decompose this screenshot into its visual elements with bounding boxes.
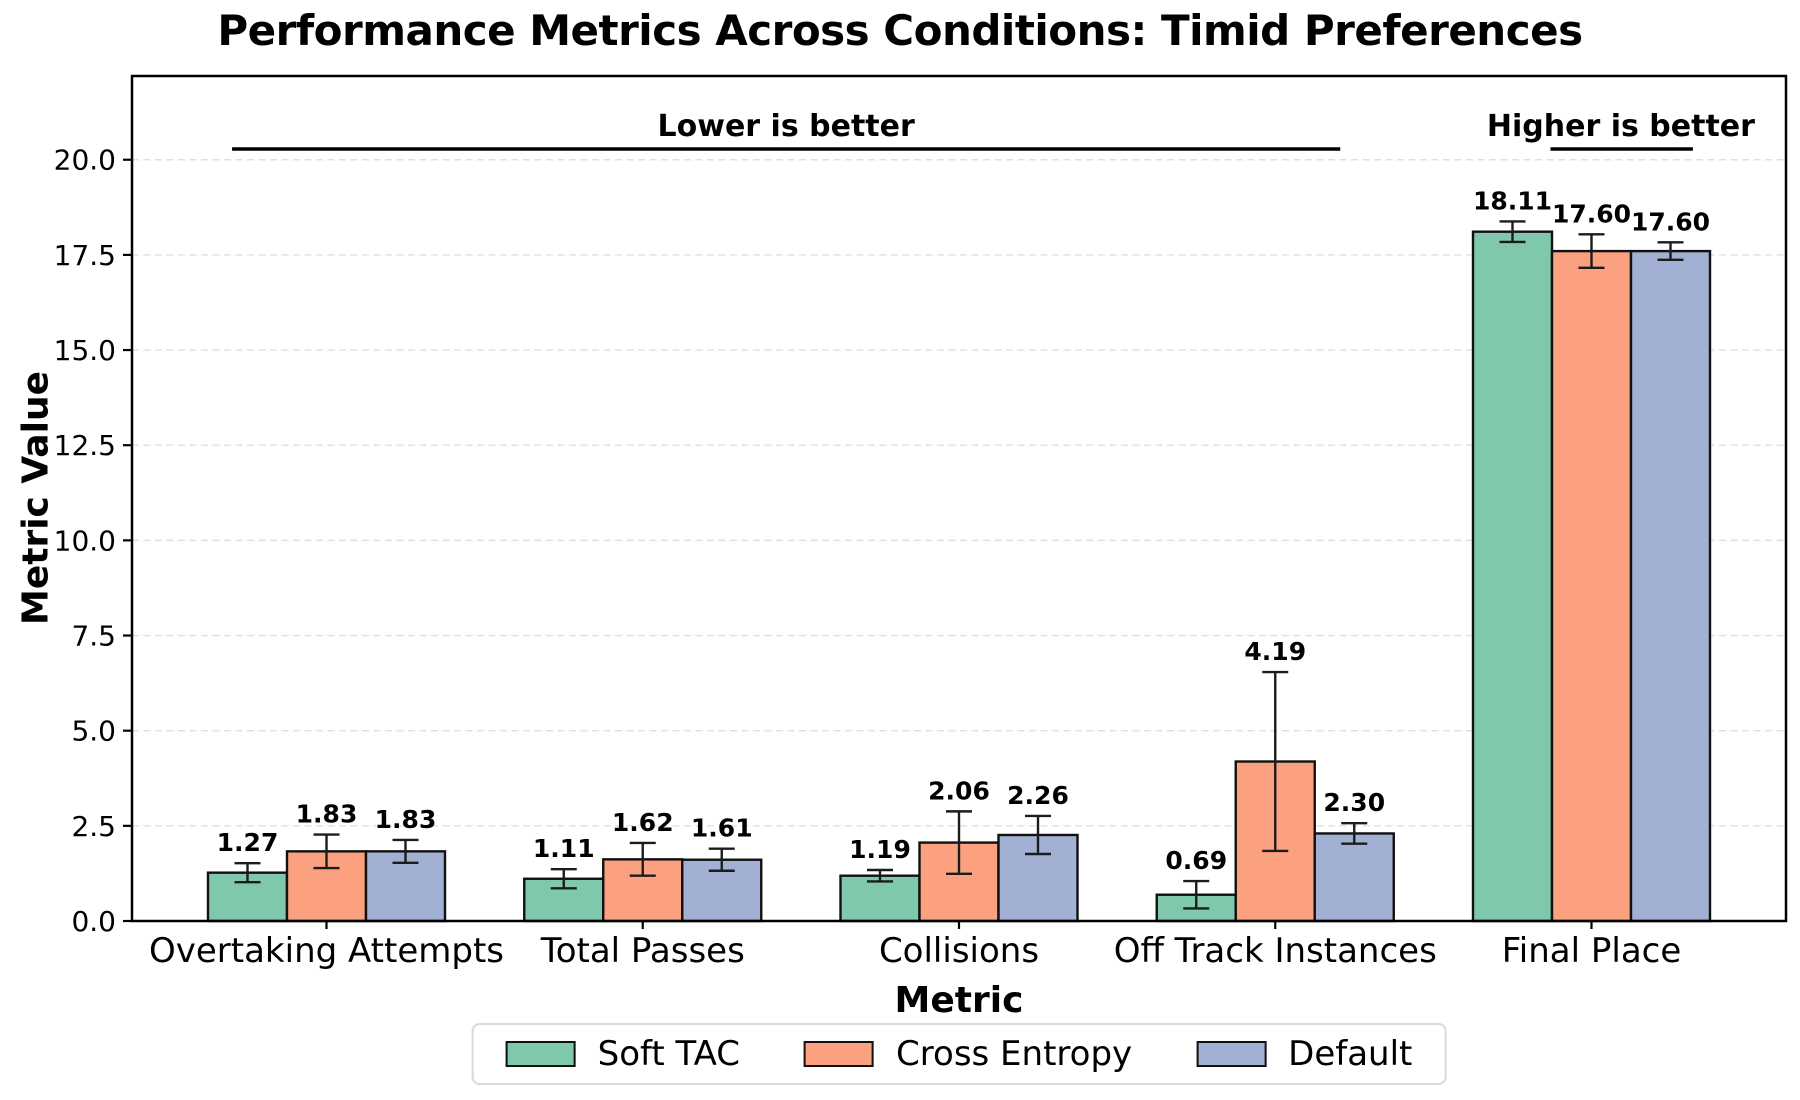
bar-value-label: 1.62 <box>612 808 674 837</box>
bar-cross-entropy <box>1550 249 1633 923</box>
bar-value-label: 2.30 <box>1323 788 1385 817</box>
y-tick-label: 5.0 <box>71 715 116 748</box>
bar-value-label: 2.06 <box>928 776 990 805</box>
bar-default <box>997 833 1079 923</box>
bar-value-label: 1.61 <box>691 814 753 843</box>
legend-swatch-cross-entropy <box>804 1041 875 1067</box>
bar-default <box>1629 249 1712 923</box>
annotation-higher-is-better: Higher is better <box>1487 109 1755 144</box>
y-tick-label: 20.0 <box>54 144 116 177</box>
legend-item-default: Default <box>1196 1034 1412 1074</box>
bar-value-label: 17.60 <box>1631 207 1710 236</box>
bar-value-label: 1.83 <box>296 800 358 829</box>
bar-soft-tac <box>1471 230 1554 923</box>
chart-title: Performance Metrics Across Conditions: T… <box>217 6 1583 55</box>
x-tick-label: Final Place <box>1502 931 1682 971</box>
legend: Soft TAC Cross Entropy Default <box>471 1023 1447 1085</box>
y-tick-label: 12.5 <box>54 429 116 462</box>
bar-value-label: 0.69 <box>1165 846 1227 875</box>
y-tick-label: 0.0 <box>71 905 116 938</box>
legend-label: Default <box>1288 1034 1413 1074</box>
legend-item-soft-tac: Soft TAC <box>505 1034 741 1074</box>
y-tick-label: 17.5 <box>54 239 116 272</box>
bar-value-label: 17.60 <box>1552 199 1631 228</box>
bar-value-label: 1.27 <box>217 828 279 857</box>
bar-value-label: 2.26 <box>1007 781 1069 810</box>
y-tick-label: 10.0 <box>54 524 116 557</box>
x-tick-label: Overtaking Attempts <box>149 931 504 971</box>
y-tick-label: 15.0 <box>54 334 116 367</box>
x-tick-label: Collisions <box>879 931 1039 971</box>
legend-swatch-soft-tac <box>505 1041 576 1067</box>
bar-value-label: 1.83 <box>375 805 437 834</box>
y-tick-label: 2.5 <box>71 810 116 843</box>
legend-label: Cross Entropy <box>896 1034 1133 1074</box>
x-tick-label: Total Passes <box>540 931 745 971</box>
legend-label: Soft TAC <box>597 1034 741 1074</box>
bar-value-label: 1.19 <box>849 835 911 864</box>
bar-value-label: 1.11 <box>533 834 595 863</box>
bar-value-label: 18.11 <box>1473 186 1552 215</box>
bar-value-label: 4.19 <box>1244 637 1306 666</box>
legend-swatch-default <box>1196 1041 1267 1067</box>
bar-default <box>1313 832 1395 923</box>
x-tick-label: Off Track Instances <box>1114 931 1437 971</box>
annotation-lower-is-better: Lower is better <box>658 109 915 144</box>
legend-item-cross-entropy: Cross Entropy <box>804 1034 1132 1074</box>
y-tick-label: 7.5 <box>71 620 116 653</box>
x-axis-title: Metric <box>894 980 1024 1021</box>
